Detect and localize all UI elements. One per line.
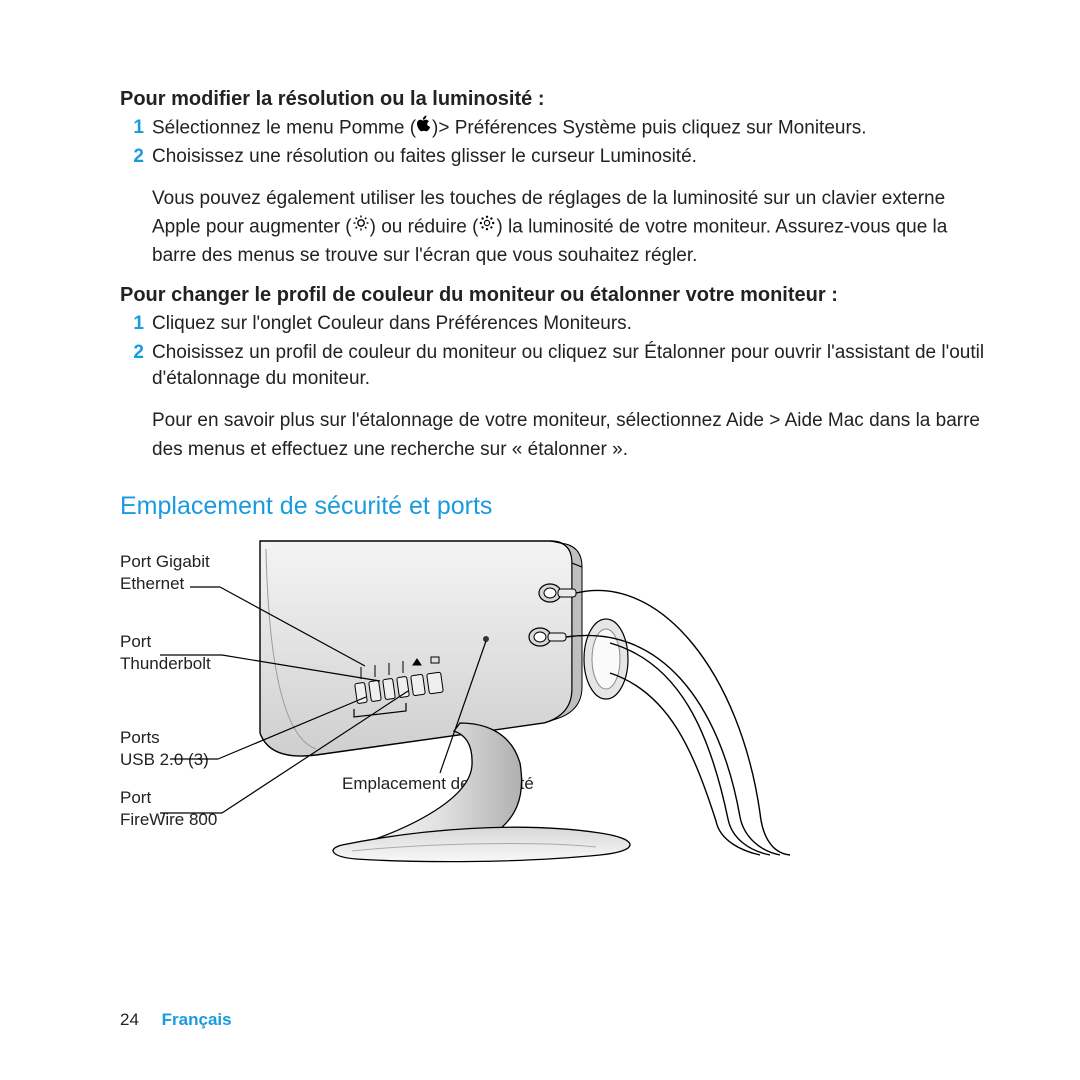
step-number: 1 xyxy=(120,115,144,142)
text-after-icon: )> Préférences Système puis cliquez sur … xyxy=(432,117,867,138)
section-title-security-ports: Emplacement de sécurité et ports xyxy=(120,492,992,521)
text-before-icon: Sélectionnez le menu Pomme ( xyxy=(152,117,416,138)
brightness-down-icon xyxy=(478,213,496,242)
paragraph-brightness-keys: Vous pouvez également utiliser les touch… xyxy=(152,185,992,271)
heading-resolution: Pour modifier la résolution ou la lumino… xyxy=(120,88,992,111)
step-text: Sélectionnez le menu Pomme ( )> Préférenc… xyxy=(152,115,992,142)
page-footer: 24 Français xyxy=(120,1010,232,1030)
step-1-color: 1 Cliquez sur l'onglet Couleur dans Préf… xyxy=(120,311,992,338)
document-page: Pour modifier la résolution ou la lumino… xyxy=(0,0,1080,1080)
page-number: 24 xyxy=(120,1010,139,1029)
step-2-resolution: 2 Choisissez une résolution ou faites gl… xyxy=(120,144,992,171)
step-number: 2 xyxy=(120,144,144,171)
ports-diagram: Port Gigabit Ethernet Port Thunderbolt P… xyxy=(120,533,880,893)
heading-color-profile: Pour changer le profil de couleur du mon… xyxy=(120,284,992,307)
step-text: Choisissez une résolution ou faites glis… xyxy=(152,144,992,171)
step-text: Choisissez un profil de couleur du monit… xyxy=(152,340,992,393)
monitor-illustration xyxy=(120,533,880,893)
step-1-resolution: 1 Sélectionnez le menu Pomme ( )> Préfére… xyxy=(120,115,992,142)
page-language: Français xyxy=(162,1010,232,1029)
step-number: 2 xyxy=(120,340,144,393)
brightness-up-icon xyxy=(352,213,370,242)
apple-logo-icon xyxy=(416,115,432,142)
step-2-color: 2 Choisissez un profil de couleur du mon… xyxy=(120,340,992,393)
para-text-2: ) ou réduire ( xyxy=(370,216,479,237)
paragraph-calibrate-help: Pour en savoir plus sur l'étalonnage de … xyxy=(152,407,992,464)
step-number: 1 xyxy=(120,311,144,338)
step-text: Cliquez sur l'onglet Couleur dans Préfér… xyxy=(152,311,992,338)
